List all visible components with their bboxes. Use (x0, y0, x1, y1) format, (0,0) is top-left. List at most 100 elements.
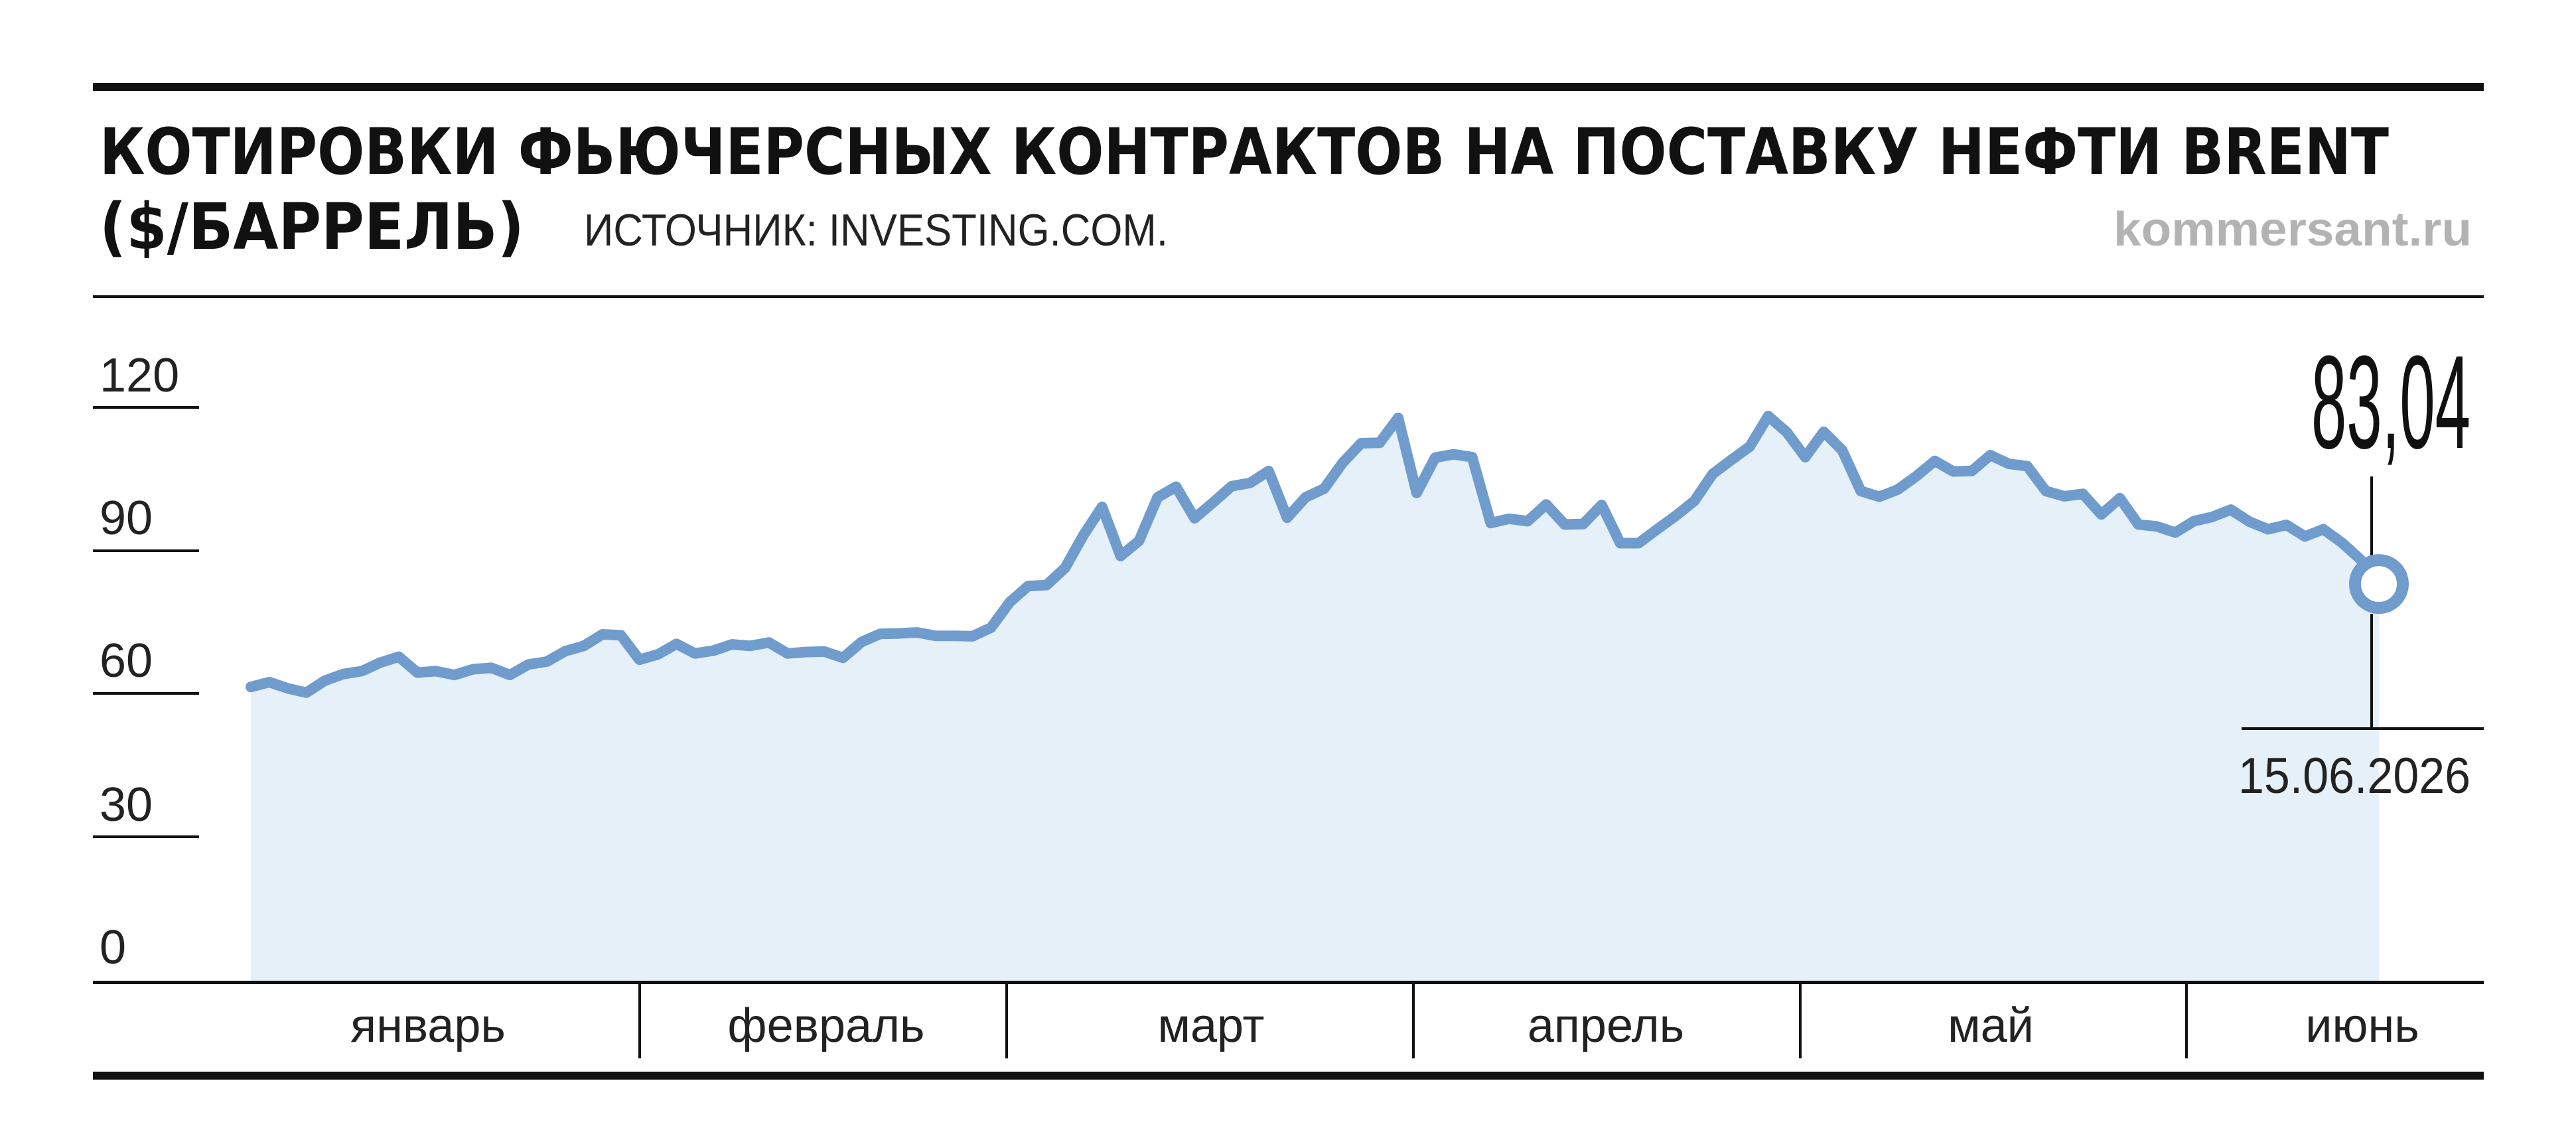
data-point (378, 661, 382, 665)
data-point (1544, 502, 1548, 506)
data-point (1581, 522, 1585, 526)
data-point (638, 658, 642, 662)
last-date-label: 15.06.2026 (2238, 748, 2470, 804)
data-point (1267, 469, 1271, 473)
y-tick-label: 90 (100, 492, 153, 545)
data-point (1563, 522, 1567, 526)
data-point (2210, 515, 2214, 519)
month-separators (638, 982, 2188, 1058)
data-point (1618, 541, 1622, 545)
data-point (2137, 522, 2141, 526)
data-point (1729, 458, 1733, 462)
data-point (656, 652, 660, 656)
data-point (453, 673, 457, 677)
x-axis-months: январь февраль март апрель май июнь (350, 999, 2419, 1052)
data-point (786, 652, 790, 656)
data-point (1526, 519, 1530, 523)
y-tick-label: 0 (100, 921, 126, 974)
data-point (1914, 474, 1918, 478)
y-tick-90: 90 (93, 492, 199, 552)
data-point (2081, 492, 2085, 496)
data-point (490, 666, 494, 670)
data-point (1211, 500, 1215, 504)
data-point (1674, 514, 1678, 518)
y-tick-60: 60 (93, 634, 199, 695)
data-point (526, 662, 530, 666)
data-point (2044, 489, 2048, 493)
y-tick-30: 30 (93, 778, 199, 838)
data-point (1711, 472, 1715, 476)
data-point (2118, 496, 2122, 500)
data-point (1285, 516, 1289, 520)
data-point (841, 656, 845, 660)
data-point (915, 630, 919, 634)
month-separator (1005, 982, 1008, 1058)
data-point (286, 686, 290, 690)
month-separator (1799, 982, 1802, 1058)
price-line (246, 411, 2384, 698)
y-tick-label: 120 (100, 349, 179, 402)
brand-label: kommersant.ru (2113, 203, 2472, 256)
data-point (1174, 485, 1178, 489)
data-point (545, 660, 549, 664)
data-point (471, 668, 475, 672)
data-point (415, 671, 419, 675)
data-point (2303, 534, 2307, 538)
data-point (1359, 441, 1363, 445)
data-point (1470, 455, 1474, 459)
data-point (1822, 430, 1825, 434)
data-point (1063, 566, 1067, 570)
data-point (2266, 528, 2270, 532)
data-point (1804, 455, 1808, 459)
data-point (1082, 533, 1086, 537)
y-tick-label: 30 (100, 778, 153, 831)
month-label: февраль (727, 999, 924, 1052)
y-tick-line (93, 406, 199, 409)
last-value-label: 83,04 (2311, 328, 2470, 476)
data-point (249, 685, 253, 689)
data-point (1119, 554, 1123, 558)
data-point (360, 669, 364, 673)
y-axis: 120 90 60 30 0 (93, 349, 199, 974)
data-point (2062, 494, 2066, 498)
data-point (1433, 456, 1437, 460)
data-point (1488, 521, 1492, 525)
data-point (1378, 441, 1382, 445)
data-point (749, 644, 752, 648)
data-point (711, 649, 715, 653)
month-separator (2185, 982, 2188, 1058)
callout-line-top (2370, 476, 2373, 566)
data-point (878, 632, 882, 636)
data-point (1637, 541, 1641, 545)
month-label: январь (350, 999, 506, 1052)
price-area (251, 416, 2379, 981)
chart-title-line1: КОТИРОВКИ ФЬЮЧЕРСНЫХ КОНТРАКТОВ НА ПОСТА… (100, 115, 2389, 189)
month-label: июнь (2305, 999, 2419, 1052)
data-point (1859, 489, 1863, 493)
data-point (2321, 528, 2325, 532)
data-point (434, 669, 438, 673)
callout-line-bottom (2370, 614, 2373, 730)
data-point (1322, 486, 1326, 490)
data-point (1192, 516, 1196, 520)
data-point (619, 633, 623, 637)
data-point (1137, 539, 1141, 543)
data-point (1988, 453, 1992, 457)
data-point (1766, 414, 1770, 418)
data-point (2340, 541, 2344, 545)
month-label: март (1158, 999, 1265, 1052)
data-point (1026, 584, 1030, 588)
data-point (971, 634, 975, 638)
data-point (601, 632, 605, 636)
data-point (1655, 528, 1659, 532)
top-rule (93, 83, 2484, 91)
data-point (2007, 462, 2011, 466)
data-point (1396, 416, 1400, 420)
data-point (674, 642, 678, 646)
data-point (1230, 484, 1234, 488)
data-point (1452, 453, 1456, 457)
data-point (2229, 508, 2233, 512)
data-point (2192, 519, 2196, 523)
chart-title-line2: ($/БАРРЕЛЬ) (100, 190, 524, 264)
